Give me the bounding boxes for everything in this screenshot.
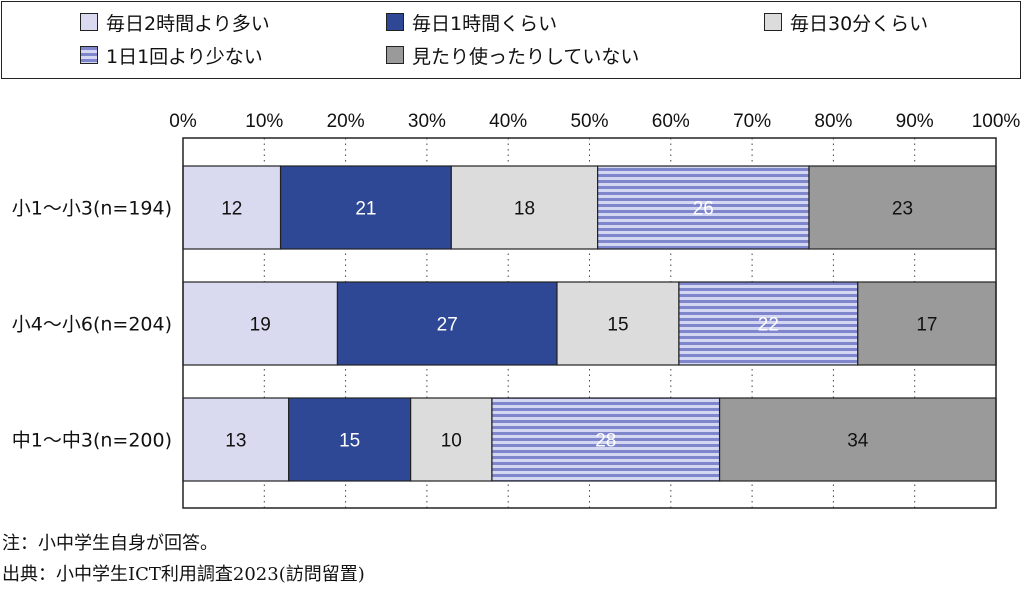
legend-item-1: 毎日2時間より多い xyxy=(80,9,270,35)
stacked-bar-chart: 0% 10% 20% 30% 40% 50% 60% 70% 80% 90% 100% 小1～小3(n… xyxy=(12,111,1021,509)
legend-label-5: 見たり使ったりしていない xyxy=(412,45,640,68)
x-tick-label: 60% xyxy=(652,111,690,132)
data-label: 19 xyxy=(250,315,271,336)
data-label: 21 xyxy=(355,199,376,220)
x-tick-label: 30% xyxy=(408,111,446,132)
x-tick-label: 10% xyxy=(245,111,283,132)
legend-label-4: 1日1回より少ない xyxy=(106,45,263,68)
chart-source: 出典：小中学生ICT利用調査2023(訪問留置) xyxy=(2,564,365,585)
legend-swatch-3 xyxy=(764,13,782,31)
bar-segment-series-5 xyxy=(718,397,997,482)
data-label: 28 xyxy=(595,431,616,452)
bar-segment-series-2 xyxy=(288,397,412,482)
x-tick-label: 90% xyxy=(896,111,934,132)
data-label: 17 xyxy=(916,315,937,336)
data-label: 15 xyxy=(339,431,360,452)
data-label: 12 xyxy=(221,199,242,220)
category-label: 小4～小6(n=204) xyxy=(12,314,172,336)
legend-swatch-5 xyxy=(386,46,404,64)
legend-label-2: 毎日1時間くらい xyxy=(412,12,558,35)
data-label: 18 xyxy=(514,199,535,220)
legend-swatch-4 xyxy=(80,46,98,64)
legend-label-1: 毎日2時間より多い xyxy=(106,12,270,35)
data-label: 10 xyxy=(441,431,462,452)
data-label: 26 xyxy=(693,199,714,220)
category-label: 小1～小3(n=194) xyxy=(12,198,172,220)
bar-segment-series-2 xyxy=(336,281,558,366)
x-tick-label: 40% xyxy=(489,111,527,132)
legend-item-4: 1日1回より少ない xyxy=(80,42,263,68)
bar-segment-series-3 xyxy=(410,397,493,482)
legend-item-5: 見たり使ったりしていない xyxy=(386,42,639,68)
legend-item-2: 毎日1時間くらい xyxy=(386,9,557,35)
data-label: 13 xyxy=(225,431,246,452)
x-tick-label: 100% xyxy=(972,111,1021,132)
bar-segment-series-1 xyxy=(182,165,282,250)
chart-note: 注：小中学生自身が回答。 xyxy=(2,533,218,554)
plot-frame xyxy=(182,137,997,509)
bar-segment-series-3 xyxy=(556,281,680,366)
x-tick-label: 20% xyxy=(327,111,365,132)
bar-segment-series-5 xyxy=(808,165,997,250)
legend-label-3: 毎日30分くらい xyxy=(790,12,929,35)
category-label: 中1～中3(n=200) xyxy=(12,430,172,452)
data-label: 34 xyxy=(847,431,869,452)
bar-segment-series-4 xyxy=(597,165,810,250)
x-tick-label: 70% xyxy=(733,111,771,132)
bar-segment-series-4 xyxy=(491,397,721,482)
bar-segment-series-2 xyxy=(279,165,452,250)
bar-segment-series-1 xyxy=(182,281,339,366)
x-tick-label: 80% xyxy=(814,111,852,132)
bar-segment-series-3 xyxy=(450,165,599,250)
data-label: 27 xyxy=(437,315,458,336)
x-tick-label: 0% xyxy=(169,111,197,132)
data-label: 22 xyxy=(758,315,779,336)
data-label: 23 xyxy=(892,199,913,220)
legend-item-3: 毎日30分くらい xyxy=(764,9,928,35)
bar-segment-series-5 xyxy=(857,281,997,366)
bar-segment-series-1 xyxy=(182,397,290,482)
bar-segment-series-4 xyxy=(678,281,859,366)
legend-swatch-1 xyxy=(80,13,98,31)
x-tick-label: 50% xyxy=(570,111,608,132)
data-label: 15 xyxy=(607,315,628,336)
legend-swatch-2 xyxy=(386,13,404,31)
legend: 毎日2時間より多い 毎日1時間くらい 毎日30分くらい 1日1回より少ない 見たり使った… xyxy=(1,1,1021,79)
notes: 注：小中学生自身が回答。 出典：小中学生ICT利用調査2023(訪問留置) xyxy=(2,528,365,590)
